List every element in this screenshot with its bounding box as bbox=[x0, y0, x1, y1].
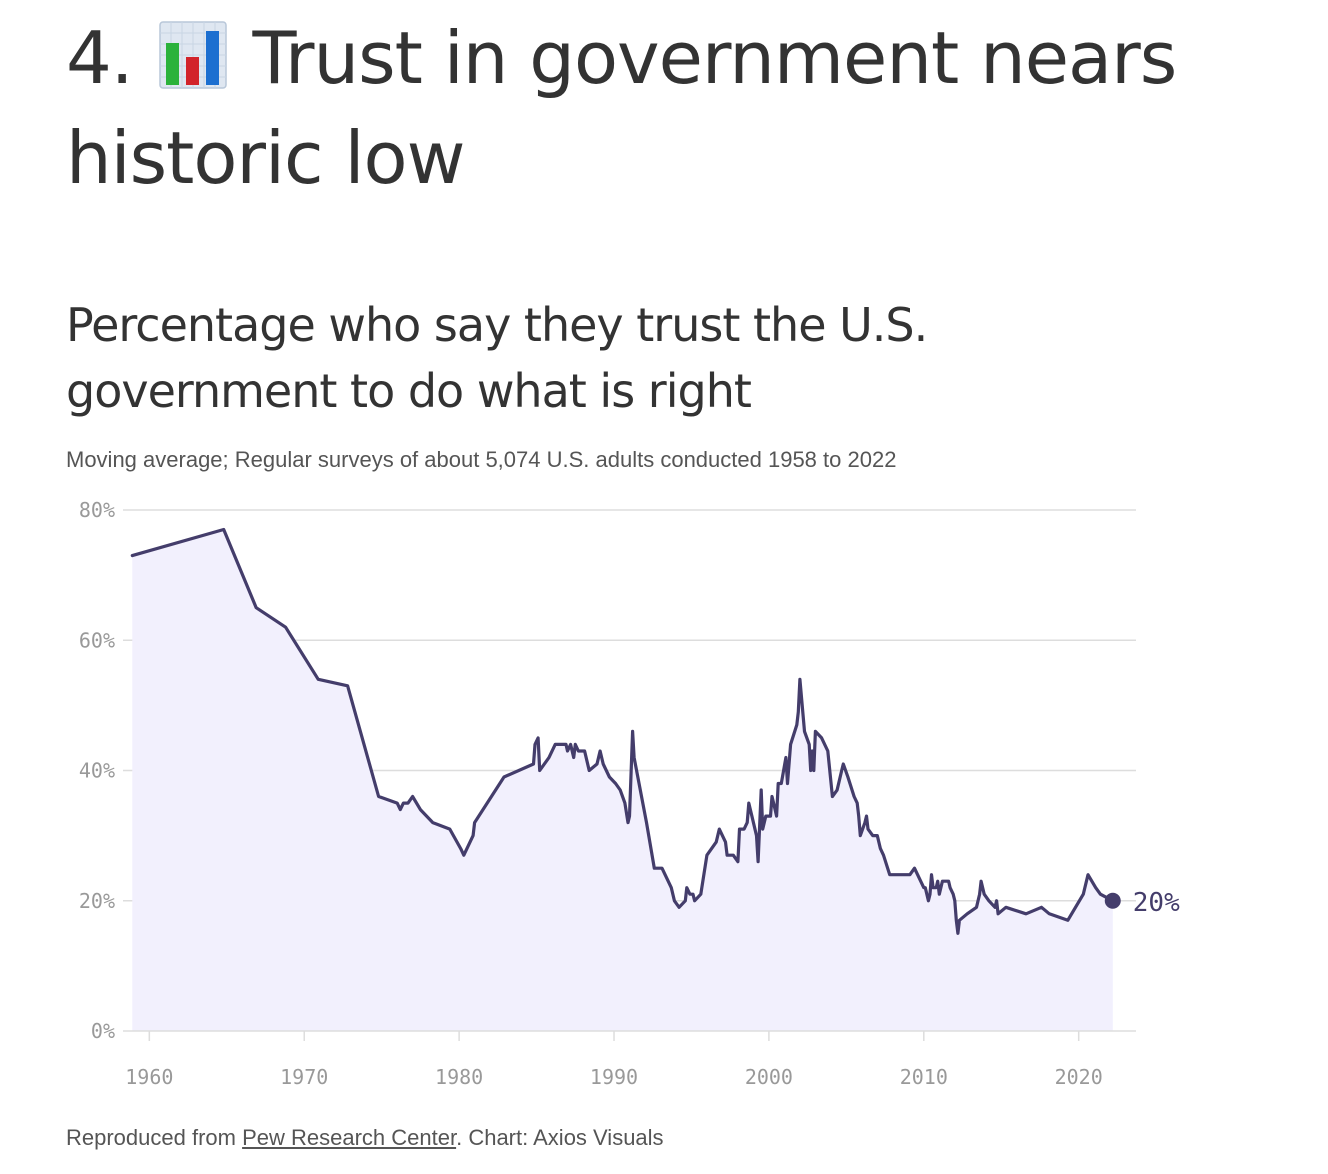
headline-text: Trust in government nears historic low bbox=[66, 16, 1177, 200]
x-tick-label: 2000 bbox=[745, 1065, 793, 1089]
chart-title: Percentage who say they trust the U.S. g… bbox=[66, 298, 928, 418]
bar-chart-emoji-icon bbox=[158, 21, 227, 89]
end-value-label: 20% bbox=[1133, 888, 1180, 918]
headline-number: 4. bbox=[66, 16, 134, 100]
x-tick-label: 1960 bbox=[125, 1065, 173, 1089]
source-credit: Reproduced from Pew Research Center. Cha… bbox=[66, 1122, 664, 1154]
x-tick-label: 1980 bbox=[435, 1065, 483, 1089]
x-tick-label: 2020 bbox=[1055, 1065, 1103, 1089]
end-point-marker bbox=[1104, 892, 1121, 909]
y-tick-label: 0% bbox=[91, 1019, 115, 1043]
y-tick-label: 40% bbox=[79, 759, 115, 783]
pew-research-link[interactable]: Pew Research Center bbox=[242, 1125, 457, 1150]
line-chart: 1960 1970 1980 1990 2000 2010 2020 0% 20% 40% 60%… bbox=[79, 498, 1180, 1089]
headline: 4. Trust in government nears historic lo… bbox=[66, 8, 1286, 208]
footer-prefix: Reproduced from bbox=[66, 1125, 243, 1150]
y-tick-label: 20% bbox=[79, 889, 115, 913]
y-tick-label: 80% bbox=[79, 498, 115, 522]
footer-suffix: . Chart: Axios Visuals bbox=[456, 1125, 664, 1150]
x-tick-label: 1970 bbox=[280, 1065, 328, 1089]
y-tick-label: 60% bbox=[79, 628, 115, 652]
series-line bbox=[130, 527, 1115, 935]
chart-subtitle: Moving average; Regular surveys of about… bbox=[66, 447, 897, 472]
area-fill bbox=[132, 529, 1113, 1031]
x-tick-label: 1990 bbox=[590, 1065, 638, 1089]
x-axis: 1960 1970 1980 1990 2000 2010 2020 bbox=[125, 1031, 1103, 1089]
x-tick-label: 2010 bbox=[900, 1065, 948, 1089]
y-axis: 0% 20% 40% 60% 80% bbox=[79, 498, 115, 1043]
